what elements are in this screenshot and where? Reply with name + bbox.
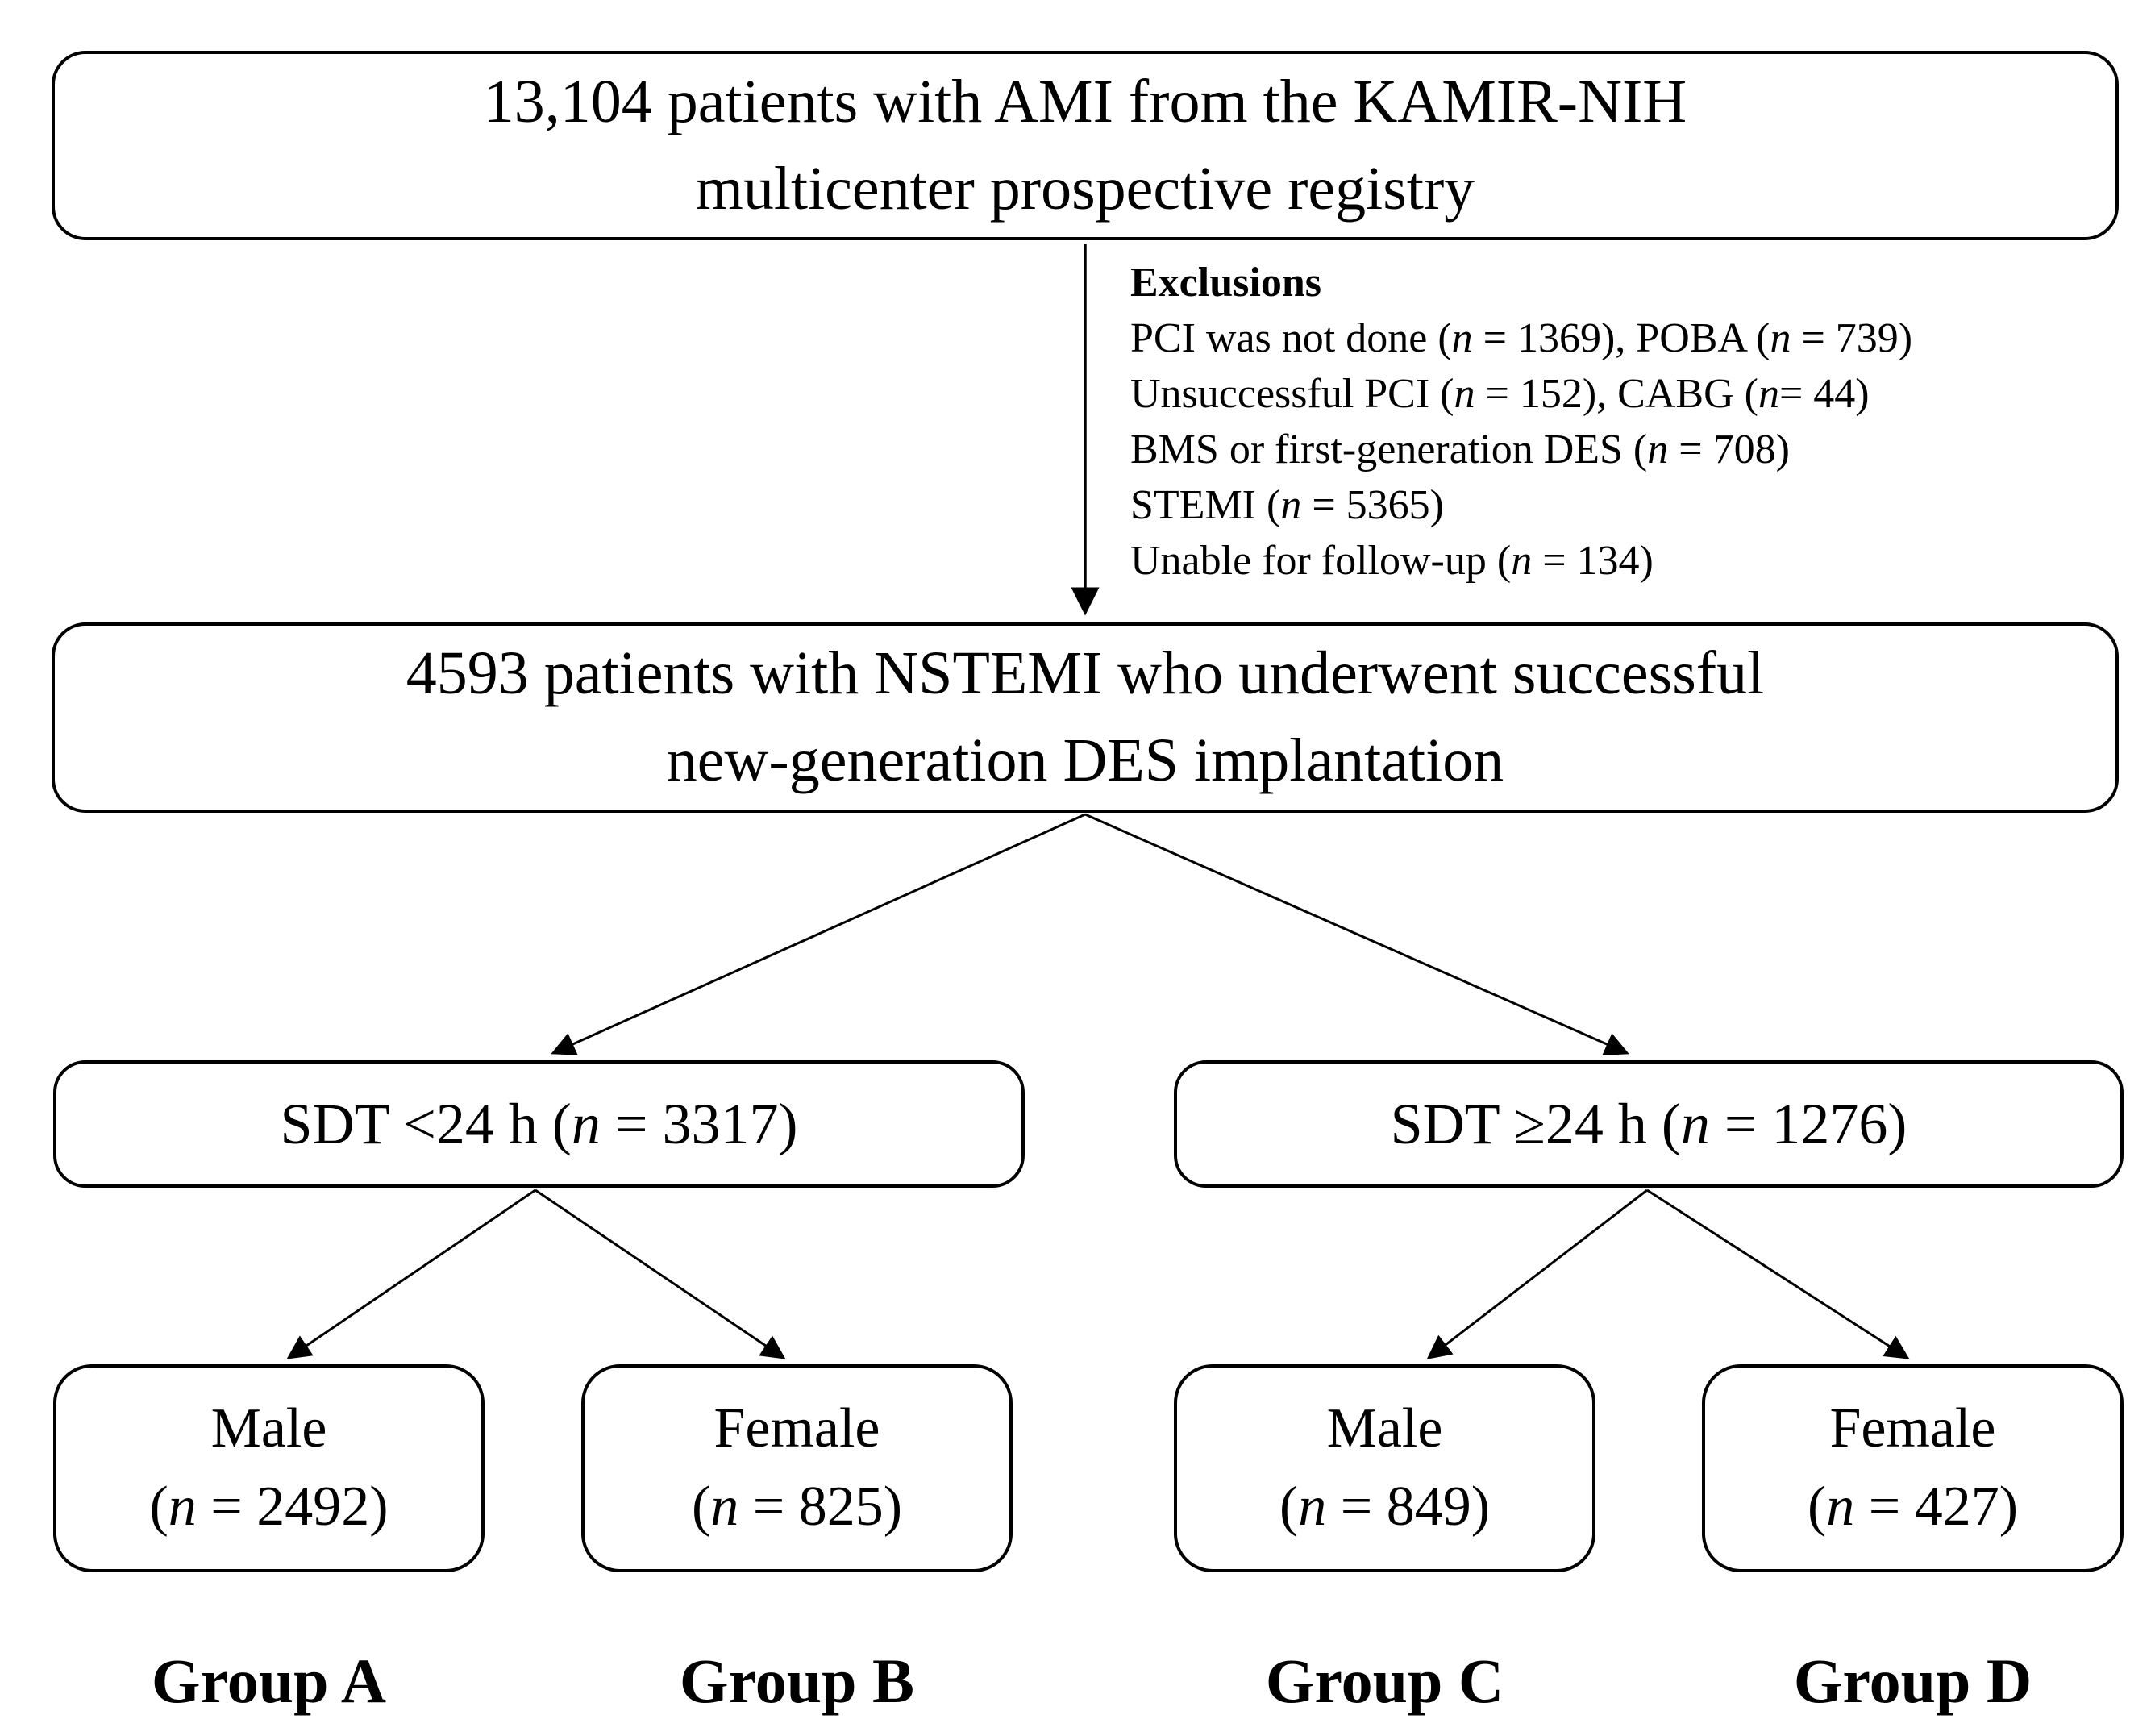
node-group-d-sex: Female <box>1829 1397 1996 1460</box>
arrow-sdt-over24-to-female <box>1646 1189 1910 1359</box>
arrow-sdt-under24-to-male <box>286 1189 536 1359</box>
exclusion-item-bms-des: BMS or first-generation DES (n = 708) <box>1130 427 1790 473</box>
arrow-nstemi-to-sdt-under24 <box>551 813 1086 1055</box>
node-sdt-over-24h-label: SDT ≥24 h (n = 1276) <box>1390 1091 1907 1156</box>
exclusion-item-unsuccessful-cabg: Unsuccessful PCI (n = 152), CABG (n= 44) <box>1130 371 1870 417</box>
arrow-sdt-over24-to-male <box>1426 1189 1648 1359</box>
exclusion-item-pci-poba: PCI was not done (n = 1369), POBA (n = 7… <box>1130 315 1913 361</box>
node-group-a-sex: Male <box>210 1397 327 1460</box>
node-sdt-under-24h: SDT <24 h (n = 3317) <box>53 1060 1025 1188</box>
node-group-a-male: Male (n = 2492) <box>53 1364 485 1572</box>
group-c-label: Group C <box>1265 1646 1504 1716</box>
exclusion-item-stemi: STEMI (n = 5365) <box>1130 482 1444 528</box>
arrow-nstemi-to-sdt-over24 <box>1084 813 1629 1055</box>
node-group-b-female: Female (n = 825) <box>581 1364 1013 1572</box>
node-group-d-n: (n = 427) <box>1807 1476 2019 1538</box>
exclusions-annotation: Exclusions PCI was not done (n = 1369), … <box>1130 255 2130 589</box>
node-registry-line2: multicenter prospective registry <box>695 154 1475 223</box>
node-registry: 13,104 patients with AMI from the KAMIR-… <box>52 51 2119 240</box>
arrow-sdt-under24-to-female <box>535 1189 786 1359</box>
node-sdt-over-24h: SDT ≥24 h (n = 1276) <box>1174 1060 2124 1188</box>
node-group-b-n: (n = 825) <box>691 1476 903 1538</box>
node-sdt-under-24h-label: SDT <24 h (n = 3317) <box>280 1091 798 1156</box>
node-registry-line1: 13,104 patients with AMI from the KAMIR-… <box>483 67 1687 135</box>
exclusions-title: Exclusions <box>1130 260 1321 306</box>
exclusion-item-followup: Unable for follow-up (n = 134) <box>1130 538 1654 584</box>
node-nstemi: 4593 patients with NSTEMI who underwent … <box>52 622 2119 813</box>
node-nstemi-line1: 4593 patients with NSTEMI who underwent … <box>406 639 1765 708</box>
node-group-a-n: (n = 2492) <box>149 1476 389 1538</box>
node-group-d-female: Female (n = 427) <box>1702 1364 2124 1572</box>
node-group-b-sex: Female <box>713 1397 880 1460</box>
node-group-c-sex: Male <box>1326 1397 1443 1460</box>
group-b-label: Group B <box>679 1646 915 1716</box>
node-nstemi-line2: new-generation DES implantation <box>666 726 1504 794</box>
group-a-label: Group A <box>151 1646 387 1716</box>
node-group-c-male: Male (n = 849) <box>1174 1364 1595 1572</box>
node-group-c-n: (n = 849) <box>1279 1476 1491 1538</box>
group-d-label: Group D <box>1793 1646 2032 1716</box>
